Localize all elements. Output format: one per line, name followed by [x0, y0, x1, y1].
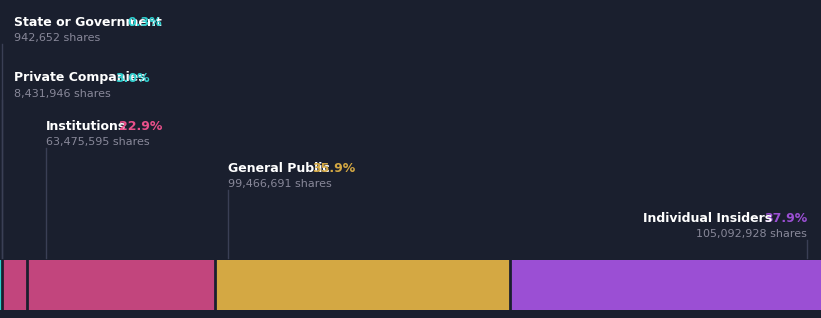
Bar: [0, 260, 2, 310]
Bar: [215, 260, 510, 310]
Text: General Public: General Public: [228, 162, 330, 175]
Bar: [510, 260, 821, 310]
Text: 35.9%: 35.9%: [312, 162, 355, 175]
Bar: [27, 260, 215, 310]
Text: 942,652 shares: 942,652 shares: [14, 33, 100, 43]
Text: 8,431,946 shares: 8,431,946 shares: [14, 89, 111, 99]
Text: State or Government: State or Government: [14, 16, 162, 29]
Text: 3.0%: 3.0%: [116, 72, 150, 85]
Text: 22.9%: 22.9%: [118, 120, 162, 133]
Text: 63,475,595 shares: 63,475,595 shares: [46, 137, 149, 147]
Text: Individual Insiders: Individual Insiders: [643, 211, 777, 225]
Text: 37.9%: 37.9%: [764, 211, 807, 225]
Text: Private Companies: Private Companies: [14, 72, 145, 85]
Text: 105,092,928 shares: 105,092,928 shares: [696, 229, 807, 239]
Text: Institutions: Institutions: [46, 120, 126, 133]
Text: 99,466,691 shares: 99,466,691 shares: [228, 179, 332, 189]
Bar: [2, 260, 27, 310]
Text: 0.3%: 0.3%: [127, 16, 162, 29]
